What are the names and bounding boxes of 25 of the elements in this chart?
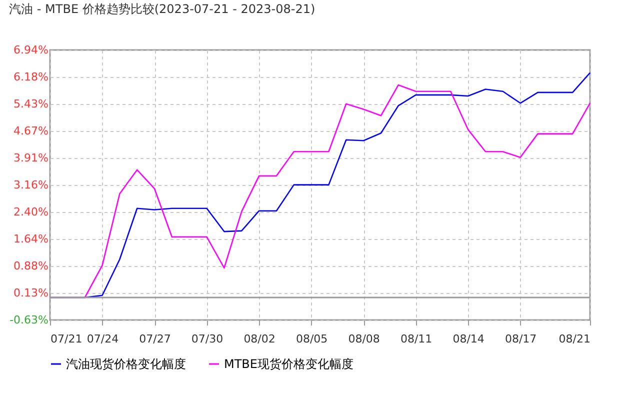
x-tick-label: 08/11 xyxy=(400,332,432,346)
y-tick-label: 0.88% xyxy=(14,260,48,273)
x-tick-label: 07/24 xyxy=(86,332,119,346)
y-tick-label: 3.91% xyxy=(14,152,48,165)
legend-label: 汽油现货价格变化幅度 xyxy=(66,357,186,371)
x-tick-label: 08/08 xyxy=(348,332,380,346)
y-tick-label: 2.40% xyxy=(14,205,48,218)
x-tick-label: 08/02 xyxy=(244,332,276,346)
x-tick-label: 07/21 xyxy=(50,332,82,346)
x-tick-label: 08/17 xyxy=(504,332,537,346)
y-tick-label: 4.67% xyxy=(14,124,48,138)
legend-label: MTBE现货价格变化幅度 xyxy=(224,357,354,371)
x-tick-label: 07/30 xyxy=(191,332,224,346)
y-tick-label: 1.64% xyxy=(14,232,48,246)
y-tick-label: 3.16% xyxy=(14,178,48,192)
y-tick-label: 0.13% xyxy=(14,286,48,300)
x-tick-label: 08/21 xyxy=(558,332,590,346)
y-tick-label: 5.43% xyxy=(14,97,48,110)
y-tick-label: 6.18% xyxy=(14,70,48,84)
y-tick-label: -0.63% xyxy=(10,314,48,326)
x-tick-label: 08/14 xyxy=(452,332,484,346)
x-tick-label: 07/27 xyxy=(139,332,171,346)
y-tick-label: 6.94% xyxy=(14,44,48,56)
x-tick-label: 08/05 xyxy=(296,332,328,346)
chart-title: 汽油 - MTBE 价格趋势比较(2023-07-21 - 2023-08-21) xyxy=(9,2,316,16)
